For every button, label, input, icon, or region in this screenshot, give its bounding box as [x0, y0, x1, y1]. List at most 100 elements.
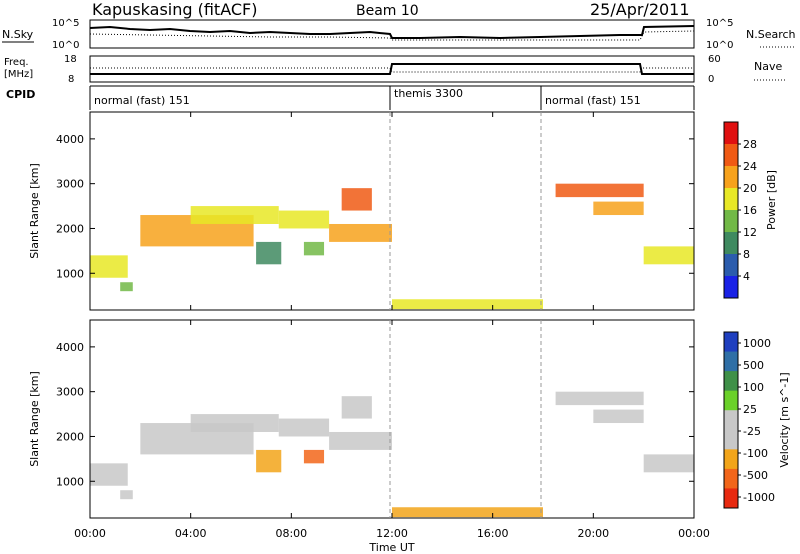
colorbar-tick-label: 12 [743, 226, 757, 239]
colorbar-swatch [724, 332, 738, 353]
velocity-echo-region-3 [190, 414, 279, 432]
power-heatmap-marks [90, 183, 694, 310]
colorbar-tick-label: 16 [743, 204, 757, 217]
noise-sky-trace [89, 25, 695, 40]
noise-left-tick-high: 10^5 [52, 18, 79, 29]
power-echo-region-0 [90, 255, 128, 278]
freq-left-tick-high: 18 [64, 54, 77, 65]
station-title: Kapuskasing (fitACF) [92, 0, 257, 19]
noise-right-tick-high: 10^5 [706, 18, 733, 29]
velocity-colorbar: 1000 500 100 25 -25 -100 -500 -1000 [723, 331, 775, 509]
velocity-echo-region-11 [593, 409, 644, 424]
colorbar-swatch [724, 254, 738, 277]
x-tick-label: 12:00 [376, 527, 408, 540]
colorbar-tick-label: 4 [743, 270, 750, 283]
colorbar-tick-label: 25 [743, 403, 757, 416]
power-echo-region-12 [643, 246, 694, 265]
y-tick-label: 2000 [56, 222, 84, 235]
colorbar-tick-label: -500 [743, 469, 768, 482]
y-tick-label: 2000 [56, 430, 84, 443]
y-tick-label: 3000 [56, 178, 84, 191]
colorbar-swatch [724, 232, 738, 255]
frequency-panel: Freq. [MHz] 18 8 60 0 Nave [4, 54, 786, 85]
colorbar-swatch [724, 468, 738, 489]
colorbar-frame [723, 331, 739, 509]
x-tick-label: 08:00 [275, 527, 307, 540]
noise-left-tick-low: 10^0 [52, 40, 79, 51]
x-axis-label: Time UT [368, 541, 414, 554]
power-echo-region-3 [190, 206, 279, 224]
velocity-echo-region-7 [329, 431, 392, 450]
velocity-echo-region-1 [120, 490, 133, 500]
colorbar-swatch [724, 371, 738, 392]
power-echo-region-11 [593, 201, 644, 216]
x-tick-label: 00:00 [74, 527, 106, 540]
power-colorbar: 28 24 20 16 12 8 4 [723, 121, 757, 299]
x-tick-label: 00:00 [678, 527, 710, 540]
colorbar-swatch [724, 276, 738, 299]
colorbar-swatch [724, 210, 738, 233]
velocity-echo-region-9 [392, 507, 543, 518]
velocity-echo-region-12 [643, 454, 694, 473]
power-echo-region-6 [303, 241, 325, 256]
colorbar-swatch [724, 488, 738, 509]
power-echo-region-8 [341, 188, 372, 211]
power-echo-region-7 [329, 223, 392, 242]
colorbar-swatch [724, 449, 738, 470]
date-title: 25/Apr/2011 [590, 0, 690, 19]
power-echo-region-5 [278, 210, 330, 229]
freq-left-label-2: [MHz] [4, 69, 33, 80]
colorbar-tick-label: 1000 [743, 337, 771, 350]
noise-panel: N.Sky 10^5 10^0 10^5 10^0 N.Search [2, 18, 796, 51]
colorbar-tick-label: -1000 [743, 491, 775, 504]
colorbar-swatch [724, 188, 738, 211]
colorbar-swatch [724, 144, 738, 167]
velocity-echo-region-4 [256, 449, 282, 473]
colorbar-swatch [724, 166, 738, 189]
time-x-axis: 00:00 04:00 08:00 12:00 16:00 20:00 00:00 [74, 112, 710, 540]
power-y-axis: 1000 2000 3000 4000 [56, 133, 694, 280]
velocity-echo-region-0 [90, 463, 128, 486]
y-tick-label: 3000 [56, 386, 84, 399]
freq-trace [90, 63, 694, 75]
power-colorbar-label: Power [dB] [765, 170, 778, 230]
x-tick-label: 04:00 [175, 527, 207, 540]
nave-trace [90, 67, 694, 73]
power-panel: 1000 2000 3000 4000 Slant Range [km] 28 24 20… [28, 111, 778, 311]
freq-left-label-1: Freq. [4, 57, 29, 68]
colorbar-tick-label: -25 [743, 425, 761, 438]
power-echo-region-1 [120, 282, 133, 292]
velocity-ylabel: Slant Range [km] [28, 371, 41, 467]
velocity-echo-region-5 [278, 418, 330, 437]
noise-left-label: N.Sky [2, 28, 34, 41]
cpid-segment-3: normal (fast) 151 [545, 94, 641, 107]
colorbar-tick-label: 100 [743, 381, 764, 394]
nave-right-tick-high: 60 [708, 54, 721, 65]
x-tick-label: 20:00 [577, 527, 609, 540]
noise-right-label: N.Search [746, 28, 796, 41]
colorbar-tick-label: 28 [743, 138, 757, 151]
beam-title: Beam 10 [356, 3, 419, 19]
velocity-echo-region-6 [303, 449, 325, 464]
freq-left-tick-low: 8 [68, 74, 74, 85]
colorbar-swatch [724, 410, 738, 431]
power-ylabel: Slant Range [km] [28, 163, 41, 259]
cpid-label: CPID [6, 88, 35, 101]
nave-right-tick-low: 0 [708, 74, 714, 85]
velocity-echo-region-8 [341, 396, 372, 419]
nave-right-label: Nave [754, 60, 782, 73]
colorbar-tick-label: 8 [743, 248, 750, 261]
colorbar-swatch [724, 351, 738, 372]
colorbar-swatch [724, 122, 738, 145]
colorbar-swatch [724, 390, 738, 411]
noise-right-tick-low: 10^0 [706, 40, 733, 51]
cpid-segment-1: normal (fast) 151 [94, 94, 190, 107]
velocity-heatmap-marks [90, 391, 694, 518]
colorbar-tick-label: 500 [743, 359, 764, 372]
power-echo-region-10 [555, 183, 644, 198]
colorbar-swatch [724, 429, 738, 450]
y-tick-label: 4000 [56, 133, 84, 146]
colorbar-tick-label: 24 [743, 160, 757, 173]
velocity-colorbar-label: Velocity [m s^-1] [778, 372, 791, 467]
